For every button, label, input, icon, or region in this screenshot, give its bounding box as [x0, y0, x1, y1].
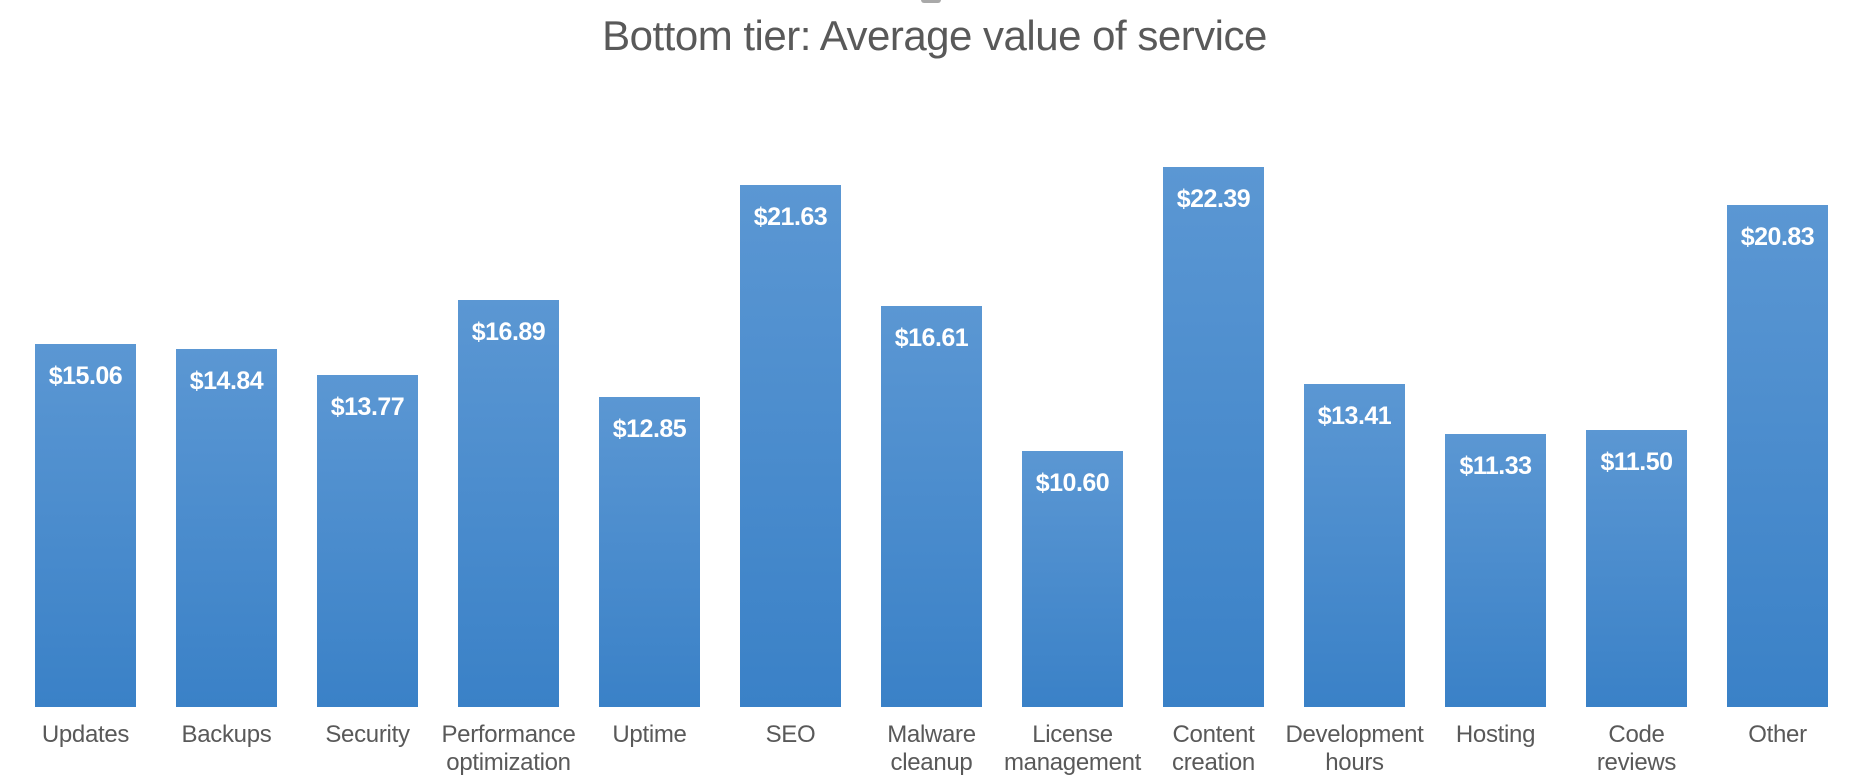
bar-slot: $13.77: [297, 0, 438, 707]
bar-slot: $20.83: [1707, 0, 1848, 707]
bar: $16.89: [458, 300, 559, 707]
bar-value-label: $11.50: [1600, 448, 1673, 476]
bar-slot: $12.85: [579, 0, 720, 707]
bar-slot: $15.06: [15, 0, 156, 707]
bar: $22.39: [1163, 167, 1264, 707]
category-label: Backups: [181, 721, 272, 748]
bar-slot: $10.60: [1002, 0, 1143, 707]
bar: $11.50: [1586, 430, 1687, 707]
category-label: Uptime: [612, 721, 687, 748]
category-label: License management: [1003, 721, 1142, 776]
bar: $14.84: [176, 349, 277, 707]
bar-slot: $13.41: [1284, 0, 1425, 707]
bar-slot: $16.89: [438, 0, 579, 707]
category-label: Development hours: [1285, 721, 1424, 776]
bar-slot: $21.63: [720, 0, 861, 707]
bar-value-label: $12.85: [612, 415, 687, 443]
bar-slot: $22.39: [1143, 0, 1284, 707]
bar: $10.60: [1022, 451, 1123, 707]
category-label: Content creation: [1172, 721, 1255, 776]
bar-value-label: $13.41: [1317, 402, 1392, 430]
chart-title: Bottom tier: Average value of service: [602, 12, 1267, 59]
bar-value-label: $10.60: [1035, 469, 1110, 497]
plot-area: $15.06 $14.84 $13.77 $16.89 $12.85 $21.63 $16.…: [15, 0, 1848, 707]
bar-value-label: $16.61: [894, 324, 969, 352]
bar-slot: $16.61: [861, 0, 1002, 707]
category-label: SEO: [765, 721, 816, 748]
category-label: Performance optimization: [441, 721, 576, 776]
bar-value-label: $13.77: [330, 393, 405, 421]
category-label: Hosting: [1455, 721, 1536, 748]
bar: $12.85: [599, 397, 700, 707]
bar-value-label: $20.83: [1740, 223, 1815, 251]
category-label: Malware cleanup: [887, 721, 976, 776]
category-axis: Updates Backups Security Performance optimi…: [15, 721, 1848, 777]
bar: $11.33: [1445, 434, 1546, 707]
bar-value-label: $16.89: [471, 318, 546, 346]
bar-value-label: $15.06: [48, 362, 123, 390]
bar: $13.77: [317, 375, 418, 707]
bar-slot: $14.84: [156, 0, 297, 707]
bar: $20.83: [1727, 205, 1828, 707]
category-label: Code reviews: [1596, 721, 1677, 776]
category-label: Security: [325, 721, 410, 748]
clipped-text-fragment: [921, 0, 941, 3]
bar-value-label: $14.84: [189, 367, 264, 395]
bar-slot: $11.33: [1425, 0, 1566, 707]
category-label: Updates: [41, 721, 130, 748]
bar-slot: $11.50: [1566, 0, 1707, 707]
bar-value-label: $22.39: [1176, 185, 1251, 213]
bar-value-label: $11.33: [1459, 452, 1532, 480]
category-label: Other: [1748, 721, 1807, 748]
bar: $13.41: [1304, 384, 1405, 707]
bar: $21.63: [740, 185, 841, 707]
bar: $15.06: [35, 344, 136, 707]
bar-value-label: $21.63: [753, 203, 828, 231]
bar: $16.61: [881, 306, 982, 707]
